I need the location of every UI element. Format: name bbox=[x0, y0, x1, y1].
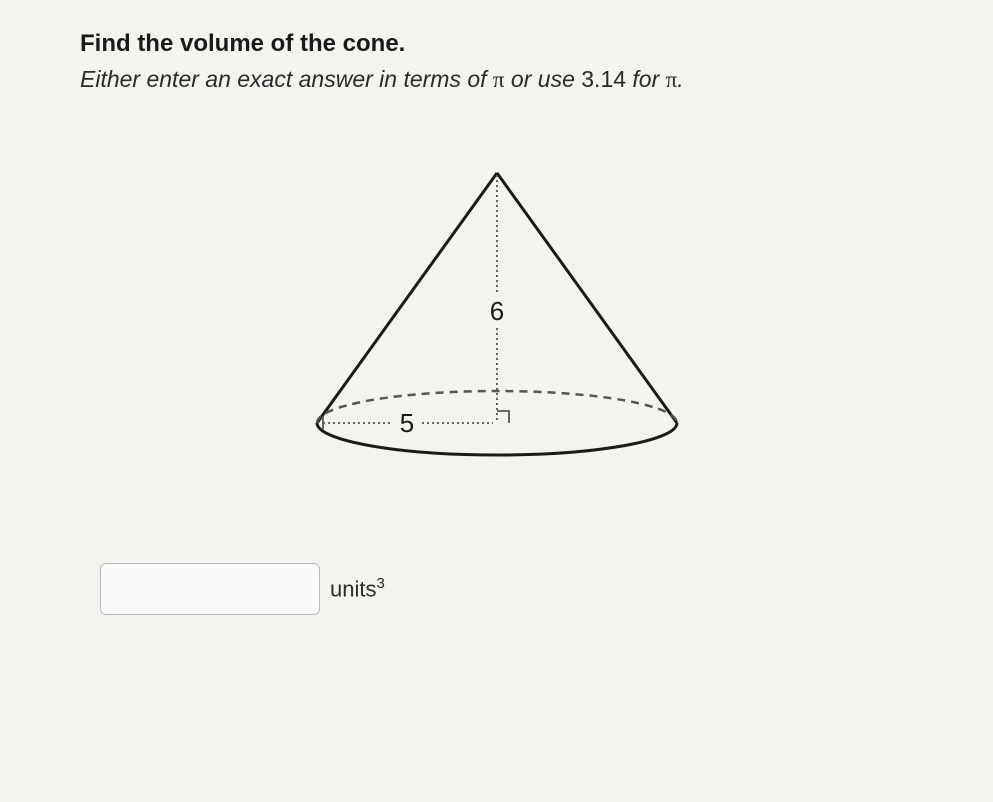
answer-row: units3 bbox=[100, 563, 913, 615]
subtitle-text-2: or use bbox=[505, 66, 582, 92]
right-angle-marker bbox=[497, 411, 509, 423]
radius-label: 5 bbox=[399, 408, 413, 438]
subtitle-text-1: Either enter an exact answer in terms of bbox=[80, 66, 493, 92]
cone-base-front bbox=[317, 423, 677, 455]
units-label: units3 bbox=[330, 575, 385, 602]
cone-diagram: 6 5 bbox=[80, 143, 913, 503]
subtitle-text-3: for bbox=[626, 66, 666, 92]
units-text: units bbox=[330, 577, 376, 602]
cone-left-side bbox=[317, 173, 497, 423]
answer-input[interactable] bbox=[100, 563, 320, 615]
cone-right-side bbox=[497, 173, 677, 423]
question-title: Find the volume of the cone. bbox=[80, 30, 913, 58]
question-subtitle: Either enter an exact answer in terms of… bbox=[80, 66, 913, 93]
cone-svg: 6 5 bbox=[247, 143, 747, 503]
pi-symbol-1: π bbox=[493, 67, 505, 92]
pi-symbol-2: π bbox=[666, 67, 678, 92]
units-exponent: 3 bbox=[376, 575, 384, 592]
height-label: 6 bbox=[489, 296, 503, 326]
subtitle-text-4: . bbox=[677, 66, 683, 92]
pi-value: 3.14 bbox=[581, 66, 626, 92]
